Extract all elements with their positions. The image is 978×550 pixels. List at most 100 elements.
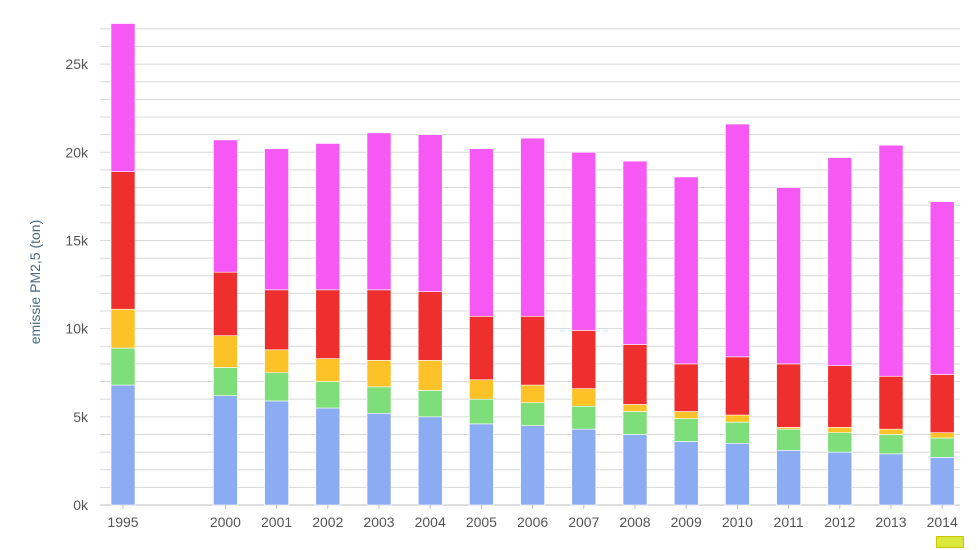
bar-segment-2010-1[interactable] [725, 421, 750, 444]
bar-segment-2005-0[interactable] [469, 423, 494, 506]
x-tick-label: 2002 [312, 514, 343, 530]
x-tick-label: 2012 [824, 514, 855, 530]
bar-segment-2011-0[interactable] [776, 450, 801, 506]
bar-segment-2003-0[interactable] [366, 412, 392, 506]
bar-segment-2000-0[interactable] [213, 395, 238, 506]
y-tick-label: 10k [65, 321, 89, 337]
x-tick-label: 2005 [466, 514, 497, 530]
x-tick-label: 2003 [363, 514, 394, 530]
bar-segment-1995-0[interactable] [110, 384, 136, 506]
bar-segment-2012-3[interactable] [827, 365, 853, 428]
bar-segment-2002-1[interactable] [315, 381, 341, 409]
bar-segment-2006-0[interactable] [520, 425, 545, 506]
bar-segment-2001-4[interactable] [264, 148, 289, 291]
bar-segment-2011-4[interactable] [776, 187, 801, 365]
bar-segment-2007-1[interactable] [571, 405, 597, 430]
bar-segment-2002-4[interactable] [315, 143, 341, 291]
bar-segment-2000-3[interactable] [213, 271, 238, 336]
bar-segment-2002-3[interactable] [315, 289, 341, 359]
bar-segment-2010-3[interactable] [725, 356, 750, 416]
bar-segment-2011-3[interactable] [776, 363, 801, 428]
x-tick-label: 2008 [619, 514, 650, 530]
bar-segment-2001-0[interactable] [264, 400, 289, 506]
bar-segment-2006-4[interactable] [520, 137, 545, 317]
bar-segment-2012-4[interactable] [827, 157, 853, 366]
bar-segment-2014-0[interactable] [929, 457, 955, 506]
bar-segment-2008-3[interactable] [622, 344, 648, 405]
bar-segment-2005-4[interactable] [469, 148, 494, 317]
bar-segment-2009-2[interactable] [673, 411, 699, 419]
bar-segment-2008-1[interactable] [622, 411, 648, 435]
bar-segment-2014-1[interactable] [929, 437, 955, 458]
bar-segment-2007-4[interactable] [571, 151, 597, 331]
bar-segment-2004-0[interactable] [417, 416, 443, 506]
bar-segment-2008-0[interactable] [622, 434, 648, 506]
bar-segment-2012-1[interactable] [827, 432, 853, 453]
bar-segment-2013-4[interactable] [878, 144, 904, 377]
bar-segment-2004-4[interactable] [417, 134, 443, 292]
x-axis: 1995 2000 2001 2002 2003 2004 2005 2006 2007 2008… [107, 505, 958, 530]
bar-segment-2004-2[interactable] [417, 360, 443, 391]
bar-segment-2000-1[interactable] [213, 367, 238, 396]
bar-segment-2012-2[interactable] [827, 427, 853, 433]
bar-segment-2001-3[interactable] [264, 289, 289, 351]
bar-segment-2005-2[interactable] [469, 379, 494, 400]
bar-segment-2003-2[interactable] [366, 360, 392, 388]
bar-segment-2006-1[interactable] [520, 402, 545, 426]
x-tick-label: 2004 [415, 514, 446, 530]
bar-segment-1995-1[interactable] [110, 347, 136, 386]
bar-segment-2014-2[interactable] [929, 432, 955, 439]
y-axis-title: emissie PM2,5 (ton) [27, 220, 43, 344]
bars [110, 23, 955, 506]
bar-segment-2002-0[interactable] [315, 407, 341, 506]
bar-segment-2007-0[interactable] [571, 428, 597, 506]
bar-segment-2006-3[interactable] [520, 315, 545, 386]
bar-segment-2006-2[interactable] [520, 384, 545, 404]
bar-segment-2013-0[interactable] [878, 453, 904, 506]
bar-segment-2009-3[interactable] [673, 363, 699, 412]
bar-segment-2014-3[interactable] [929, 374, 955, 433]
x-tick-label: 2013 [875, 514, 906, 530]
bar-segment-2007-3[interactable] [571, 330, 597, 389]
bar-segment-2000-4[interactable] [213, 139, 238, 273]
bar-segment-2010-2[interactable] [725, 414, 750, 423]
bar-segment-2009-1[interactable] [673, 418, 699, 442]
bar-segment-2010-0[interactable] [725, 442, 750, 506]
bar-segment-2004-3[interactable] [417, 291, 443, 361]
bar-segment-2000-2[interactable] [213, 335, 238, 368]
bar-segment-1995-2[interactable] [110, 308, 136, 349]
bar-segment-2011-1[interactable] [776, 428, 801, 451]
y-tick-label: 0k [73, 497, 89, 513]
x-tick-label: 2007 [568, 514, 599, 530]
x-tick-label: 2009 [671, 514, 702, 530]
bar-segment-1995-3[interactable] [110, 171, 136, 310]
bar-segment-2003-1[interactable] [366, 386, 392, 414]
bar-segment-2003-4[interactable] [366, 132, 392, 291]
bar-segment-2008-4[interactable] [622, 160, 648, 345]
bar-segment-2005-1[interactable] [469, 398, 494, 425]
bar-segment-2003-3[interactable] [366, 289, 392, 361]
y-tick-label: 20k [65, 144, 89, 160]
bar-segment-2009-4[interactable] [673, 176, 699, 365]
bar-segment-2004-1[interactable] [417, 390, 443, 418]
bar-segment-2008-2[interactable] [622, 404, 648, 412]
y-tick-label: 15k [65, 232, 89, 248]
bar-segment-2013-3[interactable] [878, 375, 904, 430]
bar-segment-2002-2[interactable] [315, 358, 341, 382]
bar-segment-1995-4[interactable] [110, 23, 136, 172]
bar-segment-2001-1[interactable] [264, 372, 289, 402]
y-axis: 0k 5k 10k 15k 20k 25k [65, 56, 89, 513]
x-tick-label: 1995 [107, 514, 138, 530]
bar-segment-2014-4[interactable] [929, 201, 955, 375]
bar-segment-2005-3[interactable] [469, 315, 494, 381]
bar-segment-2001-2[interactable] [264, 349, 289, 374]
bar-segment-2007-2[interactable] [571, 388, 597, 407]
x-tick-label: 2014 [927, 514, 958, 530]
bar-segment-2012-0[interactable] [827, 451, 853, 506]
bar-segment-2013-1[interactable] [878, 434, 904, 455]
bar-segment-2013-2[interactable] [878, 428, 904, 435]
y-tick-label: 5k [73, 409, 89, 425]
bar-segment-2009-0[interactable] [673, 441, 699, 506]
bar-segment-2010-4[interactable] [725, 123, 750, 358]
